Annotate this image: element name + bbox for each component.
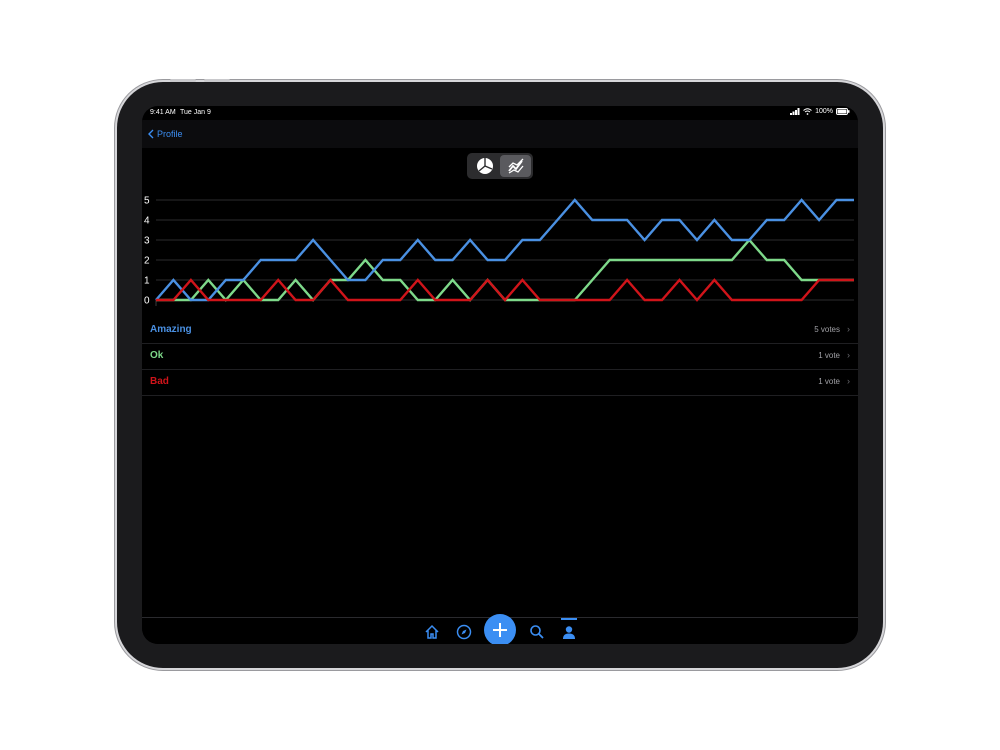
vote-row-amazing[interactable]: Amazing 5 votes › (142, 318, 858, 344)
navigation-bar: Profile (142, 120, 858, 148)
add-icon (493, 623, 507, 637)
series-line-amazing (155, 198, 854, 302)
vote-label-amazing: Amazing (150, 324, 192, 335)
series-line-ok (156, 238, 854, 302)
compass-icon (456, 624, 472, 640)
y-tick-label: 0 (144, 296, 150, 307)
tab-bar (142, 614, 858, 644)
vote-count-ok: 1 vote (818, 351, 840, 360)
line-chart-icon (507, 158, 523, 174)
y-tick-label: 5 (144, 196, 150, 207)
vote-row-ok[interactable]: Ok 1 vote › (142, 344, 858, 370)
vote-row-bad[interactable]: Bad 1 vote › (142, 370, 858, 396)
pie-chart-icon (476, 158, 493, 174)
back-button[interactable]: Profile (148, 126, 183, 142)
signal-icon (790, 108, 800, 115)
chevron-right-icon: › (847, 376, 850, 386)
vote-label-ok: Ok (150, 350, 164, 361)
battery-percent: 100% (815, 108, 833, 115)
segment-line-chart[interactable] (500, 155, 531, 177)
status-indicators: 100% (790, 108, 850, 115)
tab-home[interactable] (422, 622, 442, 642)
series-line-bad (156, 278, 854, 302)
search-icon (530, 625, 544, 639)
chevron-left-icon (148, 129, 154, 139)
tab-search[interactable] (527, 622, 547, 642)
vote-count-bad: 1 vote (818, 377, 840, 386)
chart-type-segmented-control (467, 153, 533, 179)
y-tick-label: 3 (144, 236, 150, 247)
tab-profile[interactable] (559, 618, 579, 642)
y-tick-label: 4 (144, 216, 150, 227)
segment-pie-chart[interactable] (469, 155, 500, 177)
home-icon (425, 624, 439, 639)
y-tick-label: 1 (144, 276, 150, 287)
battery-icon (836, 108, 850, 115)
vote-count-amazing: 5 votes (814, 325, 840, 334)
vote-list: Amazing 5 votes › Ok 1 vote › Bad 1 vote… (142, 318, 858, 396)
selected-tab-indicator (561, 618, 577, 620)
chevron-right-icon: › (847, 324, 850, 334)
profile-icon (563, 626, 575, 639)
y-tick-label: 2 (144, 256, 150, 267)
wifi-icon (803, 108, 812, 115)
volume-button-top-2 (204, 79, 230, 82)
votes-line-chart: 0 1 2 3 4 5 (144, 196, 854, 307)
back-label: Profile (157, 129, 183, 139)
tab-explore[interactable] (454, 622, 474, 642)
chevron-right-icon: › (847, 350, 850, 360)
vote-label-bad: Bad (150, 376, 169, 387)
volume-button-top (170, 79, 196, 82)
status-time: 9:41 AM (150, 109, 176, 116)
add-button[interactable] (484, 614, 516, 644)
status-bar: 9:41 AM Tue Jan 9 100% (142, 106, 858, 120)
screen: 9:41 AM Tue Jan 9 100% Pr (142, 106, 858, 644)
status-date: Tue Jan 9 (180, 109, 211, 116)
